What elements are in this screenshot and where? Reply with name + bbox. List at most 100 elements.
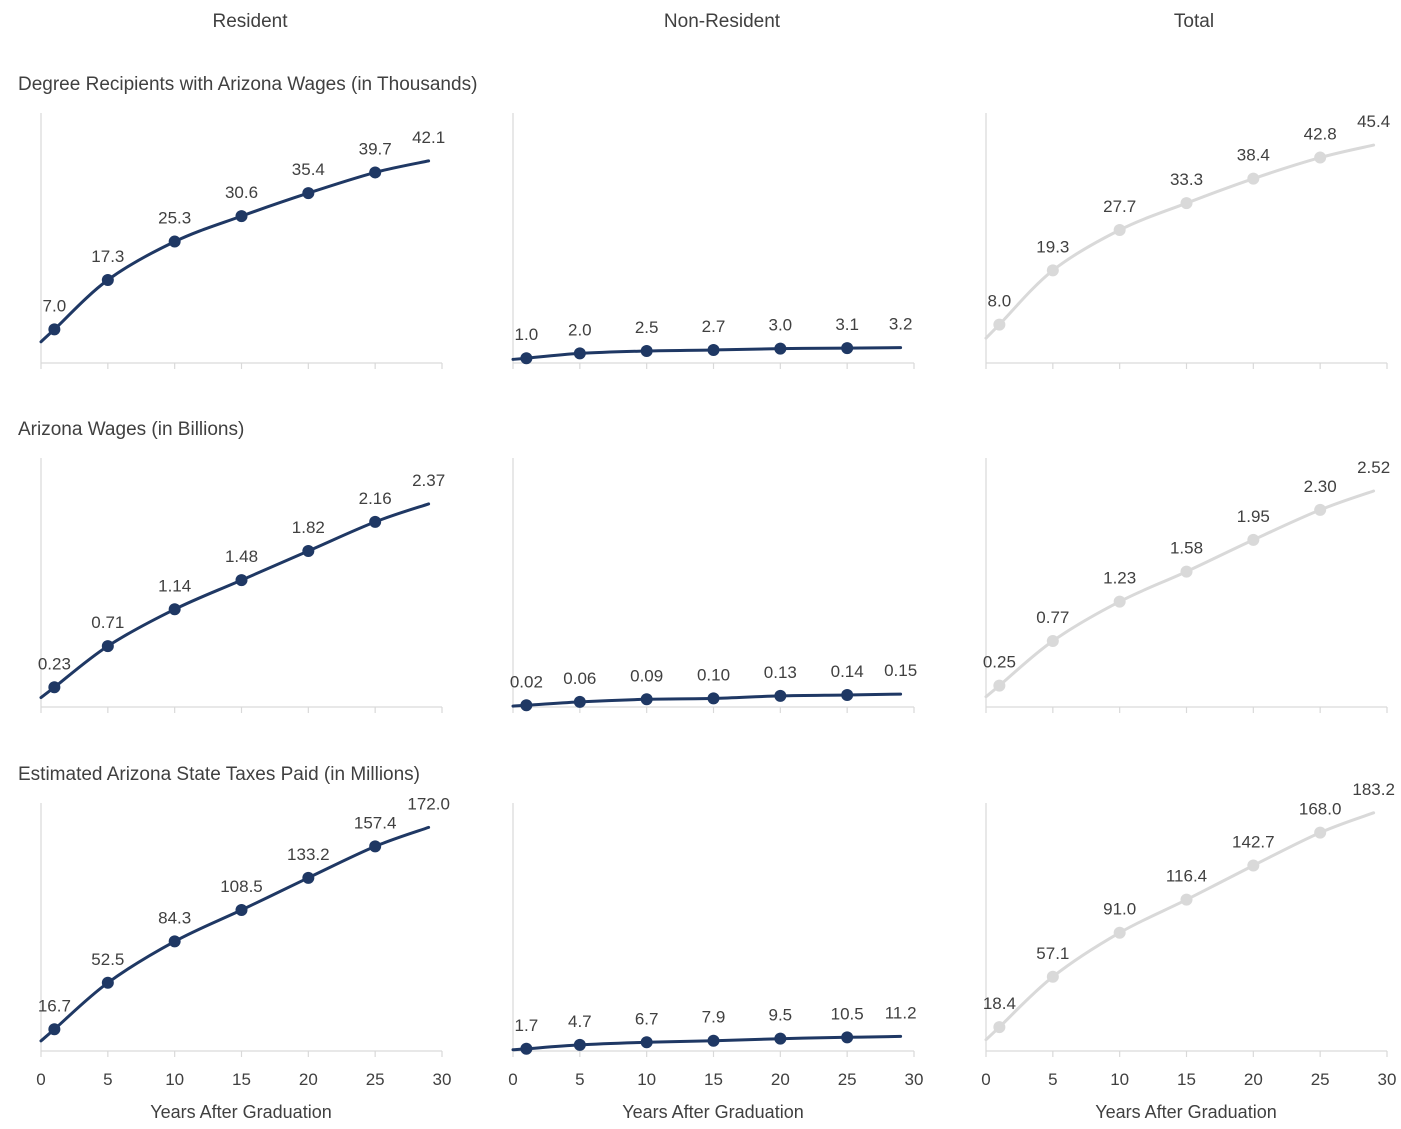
- data-point: [573, 347, 586, 360]
- data-point: [1046, 970, 1059, 983]
- row-title-wages: Arizona Wages (in Billions): [18, 419, 244, 440]
- data-label: 0.71: [91, 613, 124, 632]
- data-label: 0.23: [38, 654, 71, 673]
- x-tick-label: 30: [433, 1070, 452, 1089]
- panel-2-2: 0 5 10 15 20 25 30 18.4 57.1 91.0 116.4 142.7 168.0 1…: [981, 780, 1396, 1089]
- column-header-resident: Resident: [213, 11, 289, 32]
- panel-0-1: 1.0 2.0 2.5 2.7 3.0 3.1 3.2: [511, 113, 915, 369]
- data-label: 11.2: [885, 1003, 917, 1022]
- data-point: [48, 681, 61, 694]
- data-label: 1.95: [1237, 507, 1270, 526]
- data-point: [1247, 859, 1260, 872]
- x-tick-label: 15: [232, 1070, 251, 1089]
- x-tick-label: 10: [1110, 1070, 1129, 1089]
- data-point: [573, 1038, 586, 1051]
- data-point: [302, 187, 315, 200]
- data-point: [1247, 172, 1260, 185]
- data-label: 4.7: [568, 1012, 592, 1031]
- data-point: [774, 689, 787, 702]
- column-header-total: Total: [1174, 11, 1214, 32]
- data-point: [993, 1021, 1006, 1034]
- data-point: [841, 342, 854, 355]
- data-point: [168, 935, 181, 948]
- data-point: [707, 344, 720, 357]
- data-point: [1180, 893, 1193, 906]
- series-line: [511, 1034, 903, 1052]
- data-label: 25.3: [158, 209, 191, 228]
- data-label: 1.48: [225, 547, 258, 566]
- series-line: [39, 502, 431, 700]
- data-point: [993, 679, 1006, 692]
- data-point: [993, 318, 1006, 331]
- data-label: 0.15: [884, 661, 917, 680]
- series-line: [511, 692, 903, 708]
- series-line: [39, 825, 431, 1043]
- data-point: [640, 345, 653, 357]
- x-axis-label-non-resident: Years After Graduation: [622, 1102, 803, 1122]
- row-title-recipients: Degree Recipients with Arizona Wages (in…: [18, 74, 477, 95]
- data-label: 2.52: [1357, 458, 1390, 477]
- series-line: [511, 346, 903, 361]
- x-tick-label: 15: [1177, 1070, 1196, 1089]
- x-tick-label: 20: [299, 1070, 318, 1089]
- x-tick-label: 5: [1048, 1070, 1057, 1089]
- data-point: [1314, 151, 1327, 164]
- data-point: [707, 1034, 720, 1047]
- series-line: [39, 159, 431, 344]
- data-label: 16.7: [38, 996, 71, 1015]
- data-label: 2.5: [635, 318, 659, 337]
- panel-1-2: 0.25 0.77 1.23 1.58 1.95 2.30 2.52: [983, 458, 1390, 713]
- data-label: 3.1: [835, 315, 859, 334]
- data-label: 157.4: [354, 813, 397, 832]
- data-point: [774, 342, 787, 355]
- x-tick-label: 20: [1244, 1070, 1263, 1089]
- data-label: 45.4: [1357, 112, 1390, 131]
- data-label: 1.23: [1103, 569, 1136, 588]
- data-label: 7.9: [702, 1008, 726, 1027]
- data-point: [1046, 635, 1059, 647]
- panel-2-1: 0 5 10 15 20 25 30 1.7 4.7 6.7 7.9 9.5 10.5 11.2: [508, 803, 923, 1089]
- data-label: 1.7: [515, 1016, 539, 1035]
- data-label: 108.5: [220, 877, 263, 896]
- data-point: [640, 1036, 653, 1049]
- data-label: 35.4: [292, 160, 325, 179]
- data-label: 183.2: [1352, 780, 1395, 799]
- x-tick-label: 5: [103, 1070, 112, 1089]
- data-label: 7.0: [43, 296, 67, 315]
- data-label: 0.77: [1036, 608, 1069, 627]
- data-point: [101, 273, 114, 286]
- panel-1-0: 0.23 0.71 1.14 1.48 1.82 2.16 2.37: [38, 458, 445, 713]
- data-label: 42.8: [1304, 125, 1337, 144]
- data-point: [1113, 926, 1126, 939]
- chart-panels: 7.0 17.3 25.3 30.6 35.4 39.7 42.1 1.0 2.0 2.5 2.7 3…: [36, 112, 1396, 1089]
- data-label: 1.58: [1170, 539, 1203, 558]
- x-tick-label: 10: [165, 1070, 184, 1089]
- column-header-non-resident: Non-Resident: [664, 11, 781, 32]
- data-point: [520, 352, 533, 365]
- x-tick-label: 5: [575, 1070, 584, 1089]
- data-point: [235, 210, 248, 223]
- data-point: [48, 323, 61, 336]
- data-label: 9.5: [769, 1006, 793, 1025]
- data-label: 19.3: [1036, 237, 1069, 256]
- data-label: 33.3: [1170, 170, 1203, 189]
- data-point: [235, 903, 248, 916]
- data-point: [1046, 264, 1059, 277]
- panel-1-1: 0.02 0.06 0.09 0.10 0.13 0.14 0.15: [510, 458, 917, 713]
- data-label: 84.3: [158, 908, 191, 927]
- data-label: 142.7: [1232, 832, 1275, 851]
- data-label: 0.06: [563, 669, 596, 688]
- data-label: 57.1: [1036, 944, 1069, 963]
- data-label: 30.6: [225, 183, 258, 202]
- data-label: 8.0: [988, 292, 1012, 311]
- data-point: [101, 640, 114, 653]
- x-tick-label: 30: [905, 1070, 924, 1089]
- data-point: [302, 871, 315, 884]
- x-tick-label: 20: [771, 1070, 790, 1089]
- data-label: 42.1: [412, 128, 445, 147]
- x-tick-label: 15: [704, 1070, 723, 1089]
- data-point: [774, 1032, 787, 1045]
- data-point: [369, 515, 382, 528]
- data-point: [520, 1042, 533, 1055]
